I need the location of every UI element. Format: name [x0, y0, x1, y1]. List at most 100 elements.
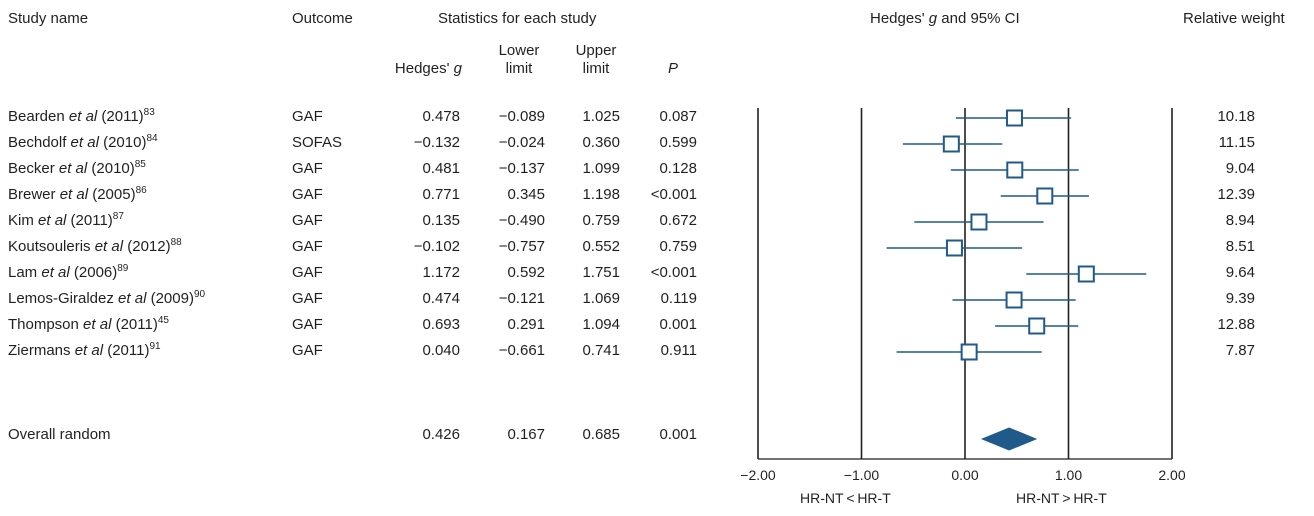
study-lower-limit: −0.490 [498, 212, 545, 229]
study-hedges-g: 0.474 [422, 290, 460, 307]
table-row: Lemos-Giraldez et al (2009)90 GAF 0.474 −0.… [0, 290, 1314, 316]
study-hedges-g: 0.481 [422, 160, 460, 177]
study-name: Lemos-Giraldez et al (2009)90 [8, 289, 206, 308]
study-relative-weight: 12.39 [1217, 186, 1255, 203]
overall-lower: 0.167 [507, 426, 545, 443]
x-tick-label: 2.00 [1158, 467, 1185, 483]
study-upper-limit: 1.069 [582, 290, 620, 307]
study-relative-weight: 8.94 [1225, 212, 1255, 229]
study-relative-weight: 10.18 [1217, 108, 1255, 125]
overall-row: Overall random 0.426 0.167 0.685 0.001 [0, 426, 1314, 452]
study-hedges-g: 0.478 [422, 108, 460, 125]
study-outcome: GAF [292, 342, 323, 359]
study-lower-limit: −0.089 [498, 108, 545, 125]
study-hedges-g: −0.132 [413, 134, 460, 151]
effect-marker [960, 343, 978, 361]
study-outcome: GAF [292, 186, 323, 203]
study-hedges-g: 0.771 [422, 186, 460, 203]
study-p-value: 0.001 [659, 316, 697, 333]
overall-upper: 0.685 [582, 426, 620, 443]
study-outcome: GAF [292, 238, 323, 255]
study-relative-weight: 9.39 [1225, 290, 1255, 307]
study-outcome: SOFAS [292, 134, 343, 151]
study-p-value: 0.911 [660, 342, 697, 359]
study-relative-weight: 7.87 [1225, 342, 1255, 359]
study-lower-limit: −0.757 [498, 238, 545, 255]
study-lower-limit: −0.661 [498, 342, 545, 359]
study-name: Koutsouleris et al (2012)88 [8, 237, 182, 256]
overall-label: Overall random [8, 426, 111, 443]
table-row: Koutsouleris et al (2012)88 GAF −0.102 −0.7… [0, 238, 1314, 264]
header-lower-limit-line2: limit [505, 60, 533, 77]
study-name: Becker et al (2010)85 [8, 159, 146, 178]
header-upper-limit-line2: limit [582, 60, 610, 77]
table-row: Ziermans et al (2011)91 GAF 0.040 −0.661 0.7… [0, 342, 1314, 368]
effect-marker [1006, 161, 1024, 179]
header-upper-limit-line1: Upper [575, 42, 617, 59]
study-p-value: <0.001 [650, 264, 697, 281]
study-upper-limit: 0.759 [582, 212, 620, 229]
axis-label-left: HR-NT < HR-T [800, 490, 891, 506]
study-outcome: GAF [292, 108, 323, 125]
table-row: Lam et al (2006)89 GAF 1.172 0.592 1.751 <0.0… [0, 264, 1314, 290]
study-name: Brewer et al (2005)86 [8, 185, 147, 204]
study-outcome: GAF [292, 290, 323, 307]
study-lower-limit: 0.345 [507, 186, 545, 203]
study-name: Ziermans et al (2011)91 [8, 341, 161, 360]
header-ci: Hedges' g and 95% CI [870, 10, 1020, 27]
table-row: Kim et al (2011)87 GAF 0.135 −0.490 0.759 0.6… [0, 212, 1314, 238]
header-study-name: Study name [8, 10, 89, 27]
study-upper-limit: 0.360 [582, 134, 620, 151]
study-lower-limit: −0.137 [498, 160, 545, 177]
overall-diamond [980, 427, 1038, 451]
table-row: Bechdolf et al (2010)84 SOFAS −0.132 −0.024… [0, 134, 1314, 160]
table-row: Becker et al (2010)85 GAF 0.481 −0.137 1.099… [0, 160, 1314, 186]
x-tick-label: 1.00 [1055, 467, 1082, 483]
study-lower-limit: 0.592 [507, 264, 545, 281]
effect-marker [942, 135, 960, 153]
study-name: Bechdolf et al (2010)84 [8, 133, 158, 152]
effect-marker [1036, 187, 1054, 205]
study-hedges-g: 0.135 [422, 212, 460, 229]
study-upper-limit: 1.025 [582, 108, 620, 125]
study-name: Bearden et al (2011)83 [8, 107, 155, 126]
effect-marker [1005, 291, 1023, 309]
study-upper-limit: 0.741 [582, 342, 620, 359]
study-name: Thompson et al (2011)45 [8, 315, 169, 334]
study-relative-weight: 9.04 [1225, 160, 1255, 177]
study-outcome: GAF [292, 264, 323, 281]
header-statistics-group: Statistics for each study [438, 10, 597, 27]
study-relative-weight: 8.51 [1225, 238, 1255, 255]
header-p: P [668, 60, 679, 77]
table-row: Thompson et al (2011)45 GAF 0.693 0.291 1.09… [0, 316, 1314, 342]
study-lower-limit: 0.291 [507, 316, 545, 333]
header-lower-limit-line1: Lower [498, 42, 540, 59]
header-relative-weight: Relative weight [1183, 10, 1285, 27]
overall-p: 0.001 [659, 426, 697, 443]
study-name: Kim et al (2011)87 [8, 211, 124, 230]
study-p-value: 0.119 [660, 290, 697, 307]
axis-label-right: HR-NT > HR-T [1016, 490, 1107, 506]
study-p-value: 0.599 [659, 134, 697, 151]
study-outcome: GAF [292, 212, 323, 229]
study-upper-limit: 1.198 [582, 186, 620, 203]
table-row: Brewer et al (2005)86 GAF 0.771 0.345 1.198 <… [0, 186, 1314, 212]
study-hedges-g: −0.102 [413, 238, 460, 255]
study-hedges-g: 0.040 [422, 342, 460, 359]
study-p-value: 0.672 [659, 212, 697, 229]
header-outcome: Outcome [292, 10, 353, 27]
study-p-value: 0.128 [659, 160, 697, 177]
overall-g: 0.426 [422, 426, 460, 443]
study-outcome: GAF [292, 316, 323, 333]
study-hedges-g: 1.172 [422, 264, 460, 281]
x-tick-label: −2.00 [740, 467, 776, 483]
study-relative-weight: 12.88 [1217, 316, 1255, 333]
effect-marker [945, 239, 963, 257]
effect-marker [1028, 317, 1046, 335]
study-upper-limit: 0.552 [582, 238, 620, 255]
study-p-value: <0.001 [650, 186, 697, 203]
study-upper-limit: 1.751 [582, 264, 620, 281]
study-p-value: 0.759 [659, 238, 697, 255]
study-upper-limit: 1.099 [582, 160, 620, 177]
header-hedges-g: Hedges' g [394, 60, 462, 77]
